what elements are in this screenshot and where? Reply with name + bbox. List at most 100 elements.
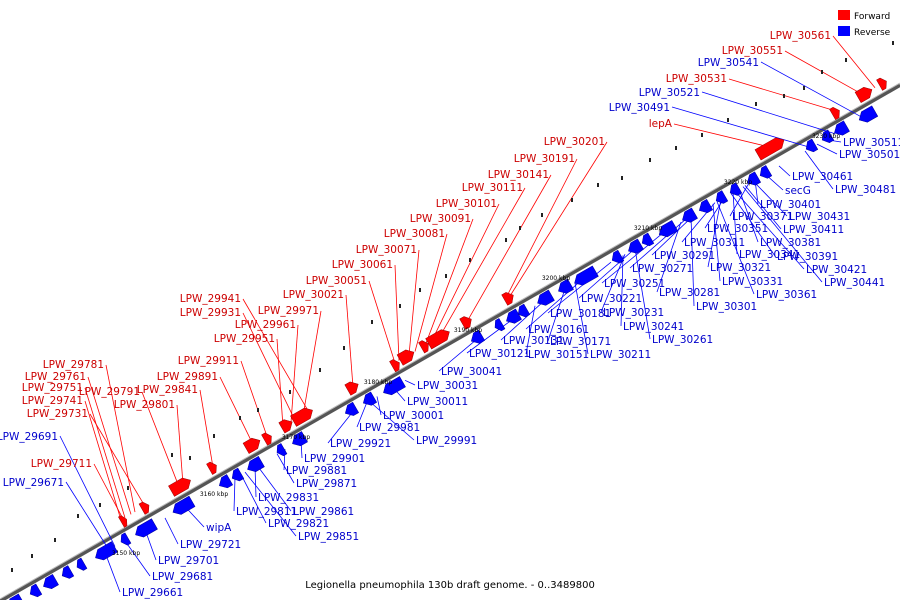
forward-gene-label: LPW_29951 [214, 333, 275, 345]
reverse-gene-arrow [558, 278, 574, 294]
reverse-gene-arrow [61, 565, 75, 579]
axis-tick-label: 3180 kbp [364, 379, 392, 386]
reverse-gene-label: LPW_30321 [710, 262, 771, 274]
reverse-gene-label: LPW_30501 [839, 149, 900, 161]
reverse-gene-label: LPW_29701 [158, 555, 219, 567]
legend-reverse-label: Reverse [854, 28, 891, 38]
reverse-label-connector [256, 464, 292, 512]
forward-label-connector [290, 324, 299, 423]
forward-label-connector [673, 123, 772, 148]
reverse-label-connector [732, 192, 738, 255]
marker-dot [189, 456, 191, 460]
reverse-gene-label: LPW_30361 [756, 289, 817, 301]
forward-gene-arrow [138, 501, 150, 515]
forward-gene-label: lepA [649, 118, 673, 130]
forward-gene-arrow [396, 349, 415, 366]
reverse-label-connector [368, 400, 415, 441]
marker-dot [469, 258, 471, 262]
gene-labels: LPW_30561 LPW_30551 LPW_30531 lepA LPW_30201… [0, 30, 900, 599]
reverse-label-connector [547, 288, 566, 342]
reverse-gene-label: LPW_29921 [330, 438, 391, 450]
reverse-gene-label: LPW_30311 [684, 237, 745, 249]
forward-label-connector [219, 376, 254, 445]
reverse-gene-label: LPW_30001 [383, 410, 444, 422]
reverse-gene-label: LPW_29901 [304, 453, 365, 465]
reverse-gene-label: LPW_30181 [550, 308, 611, 320]
forward-gene-label: LPW_30201 [544, 136, 605, 148]
reverse-gene-label: LPW_30271 [632, 263, 693, 275]
forward-gene-arrow [829, 107, 840, 121]
reverse-gene-label: LPW_30351 [707, 223, 768, 235]
reverse-label-connector [525, 305, 536, 355]
reverse-label-connector [376, 396, 382, 416]
forward-gene-label: LPW_30081 [384, 228, 445, 240]
forward-gene-label: LPW_30551 [722, 45, 783, 57]
reverse-gene-arrow [231, 467, 245, 482]
marker-dot [319, 368, 321, 372]
reverse-gene-arrow [641, 232, 655, 247]
forward-label-connector [242, 298, 310, 413]
forward-gene-label: LPW_30531 [666, 73, 727, 85]
reverse-label-connector [547, 261, 612, 314]
reverse-gene-arrow [292, 431, 308, 447]
reverse-gene-label: LPW_30411 [783, 224, 844, 236]
reverse-gene-arrow [7, 593, 25, 600]
forward-label-connector [394, 264, 400, 361]
forward-label-connector [302, 310, 322, 416]
forward-label-connector [176, 404, 184, 485]
reverse-label-connector [240, 474, 267, 524]
reverse-label-connector [712, 203, 721, 282]
reverse-gene-label: LPW_30521 [639, 87, 700, 99]
reverse-gene-arrow [95, 541, 118, 561]
reverse-gene-label: LPW_30381 [760, 237, 821, 249]
reverse-gene-arrow [362, 391, 378, 406]
marker-dot [783, 94, 785, 98]
reverse-gene-label: LPW_30371 [732, 211, 793, 223]
forward-gene-arrow [754, 137, 785, 161]
reverse-gene-arrow [715, 190, 729, 204]
reverse-gene-label: LPW_30231 [603, 307, 664, 319]
marker-dot [845, 58, 847, 62]
reverse-gene-label: LPW_30241 [623, 321, 684, 333]
forward-gene-label: LPW_30061 [332, 259, 393, 271]
forward-label-connector [84, 400, 122, 521]
forward-gene-label: LPW_29961 [235, 319, 296, 331]
reverse-gene-arrow [858, 105, 879, 123]
reverse-gene-arrow [218, 474, 234, 489]
reverse-gene-arrow [628, 238, 644, 254]
reverse-label-connector [620, 255, 624, 327]
forward-label-connector [345, 294, 354, 388]
reverse-gene-label: LPW_29691 [0, 431, 58, 443]
reverse-gene-label: LPW_30461 [792, 171, 853, 183]
reverse-gene-arrow [682, 207, 698, 223]
forward-gene-label: LPW_29761 [25, 371, 86, 383]
reverse-gene-label: LPW_29871 [296, 478, 357, 490]
forward-label-connector [89, 413, 146, 507]
reverse-label-connector [742, 186, 823, 283]
reverse-label-connector [701, 91, 836, 135]
reverse-gene-arrow [746, 171, 762, 186]
forward-gene-label: LPW_29741 [22, 395, 83, 407]
forward-gene-arrow [261, 432, 272, 446]
marker-dot [239, 416, 241, 420]
forward-gene-arrow [876, 77, 887, 91]
marker-dot [343, 346, 345, 350]
reverse-gene-label: LPW_30261 [652, 334, 713, 346]
reverse-label-connector [738, 188, 759, 243]
reverse-label-connector [525, 276, 586, 330]
reverse-gene-label: LPW_30211 [590, 349, 651, 361]
reverse-gene-arrow [247, 455, 265, 472]
reverse-gene-arrow [821, 129, 835, 143]
forward-gene-arrow [118, 515, 128, 528]
forward-label-connector [199, 389, 214, 468]
reverse-label-connector [438, 338, 478, 372]
axis-tick-label: 3220 kbp [724, 179, 752, 186]
reverse-label-connector [707, 199, 722, 268]
reverse-gene-label: LPW_29681 [152, 571, 213, 583]
reverse-gene-label: LPW_29671 [3, 477, 64, 489]
reverse-label-connector [656, 221, 682, 293]
reverse-gene-label: LPW_29991 [416, 435, 477, 447]
reverse-gene-arrow [834, 120, 850, 136]
reverse-gene-label: LPW_30251 [604, 278, 665, 290]
forward-gene-arrow [389, 359, 400, 373]
